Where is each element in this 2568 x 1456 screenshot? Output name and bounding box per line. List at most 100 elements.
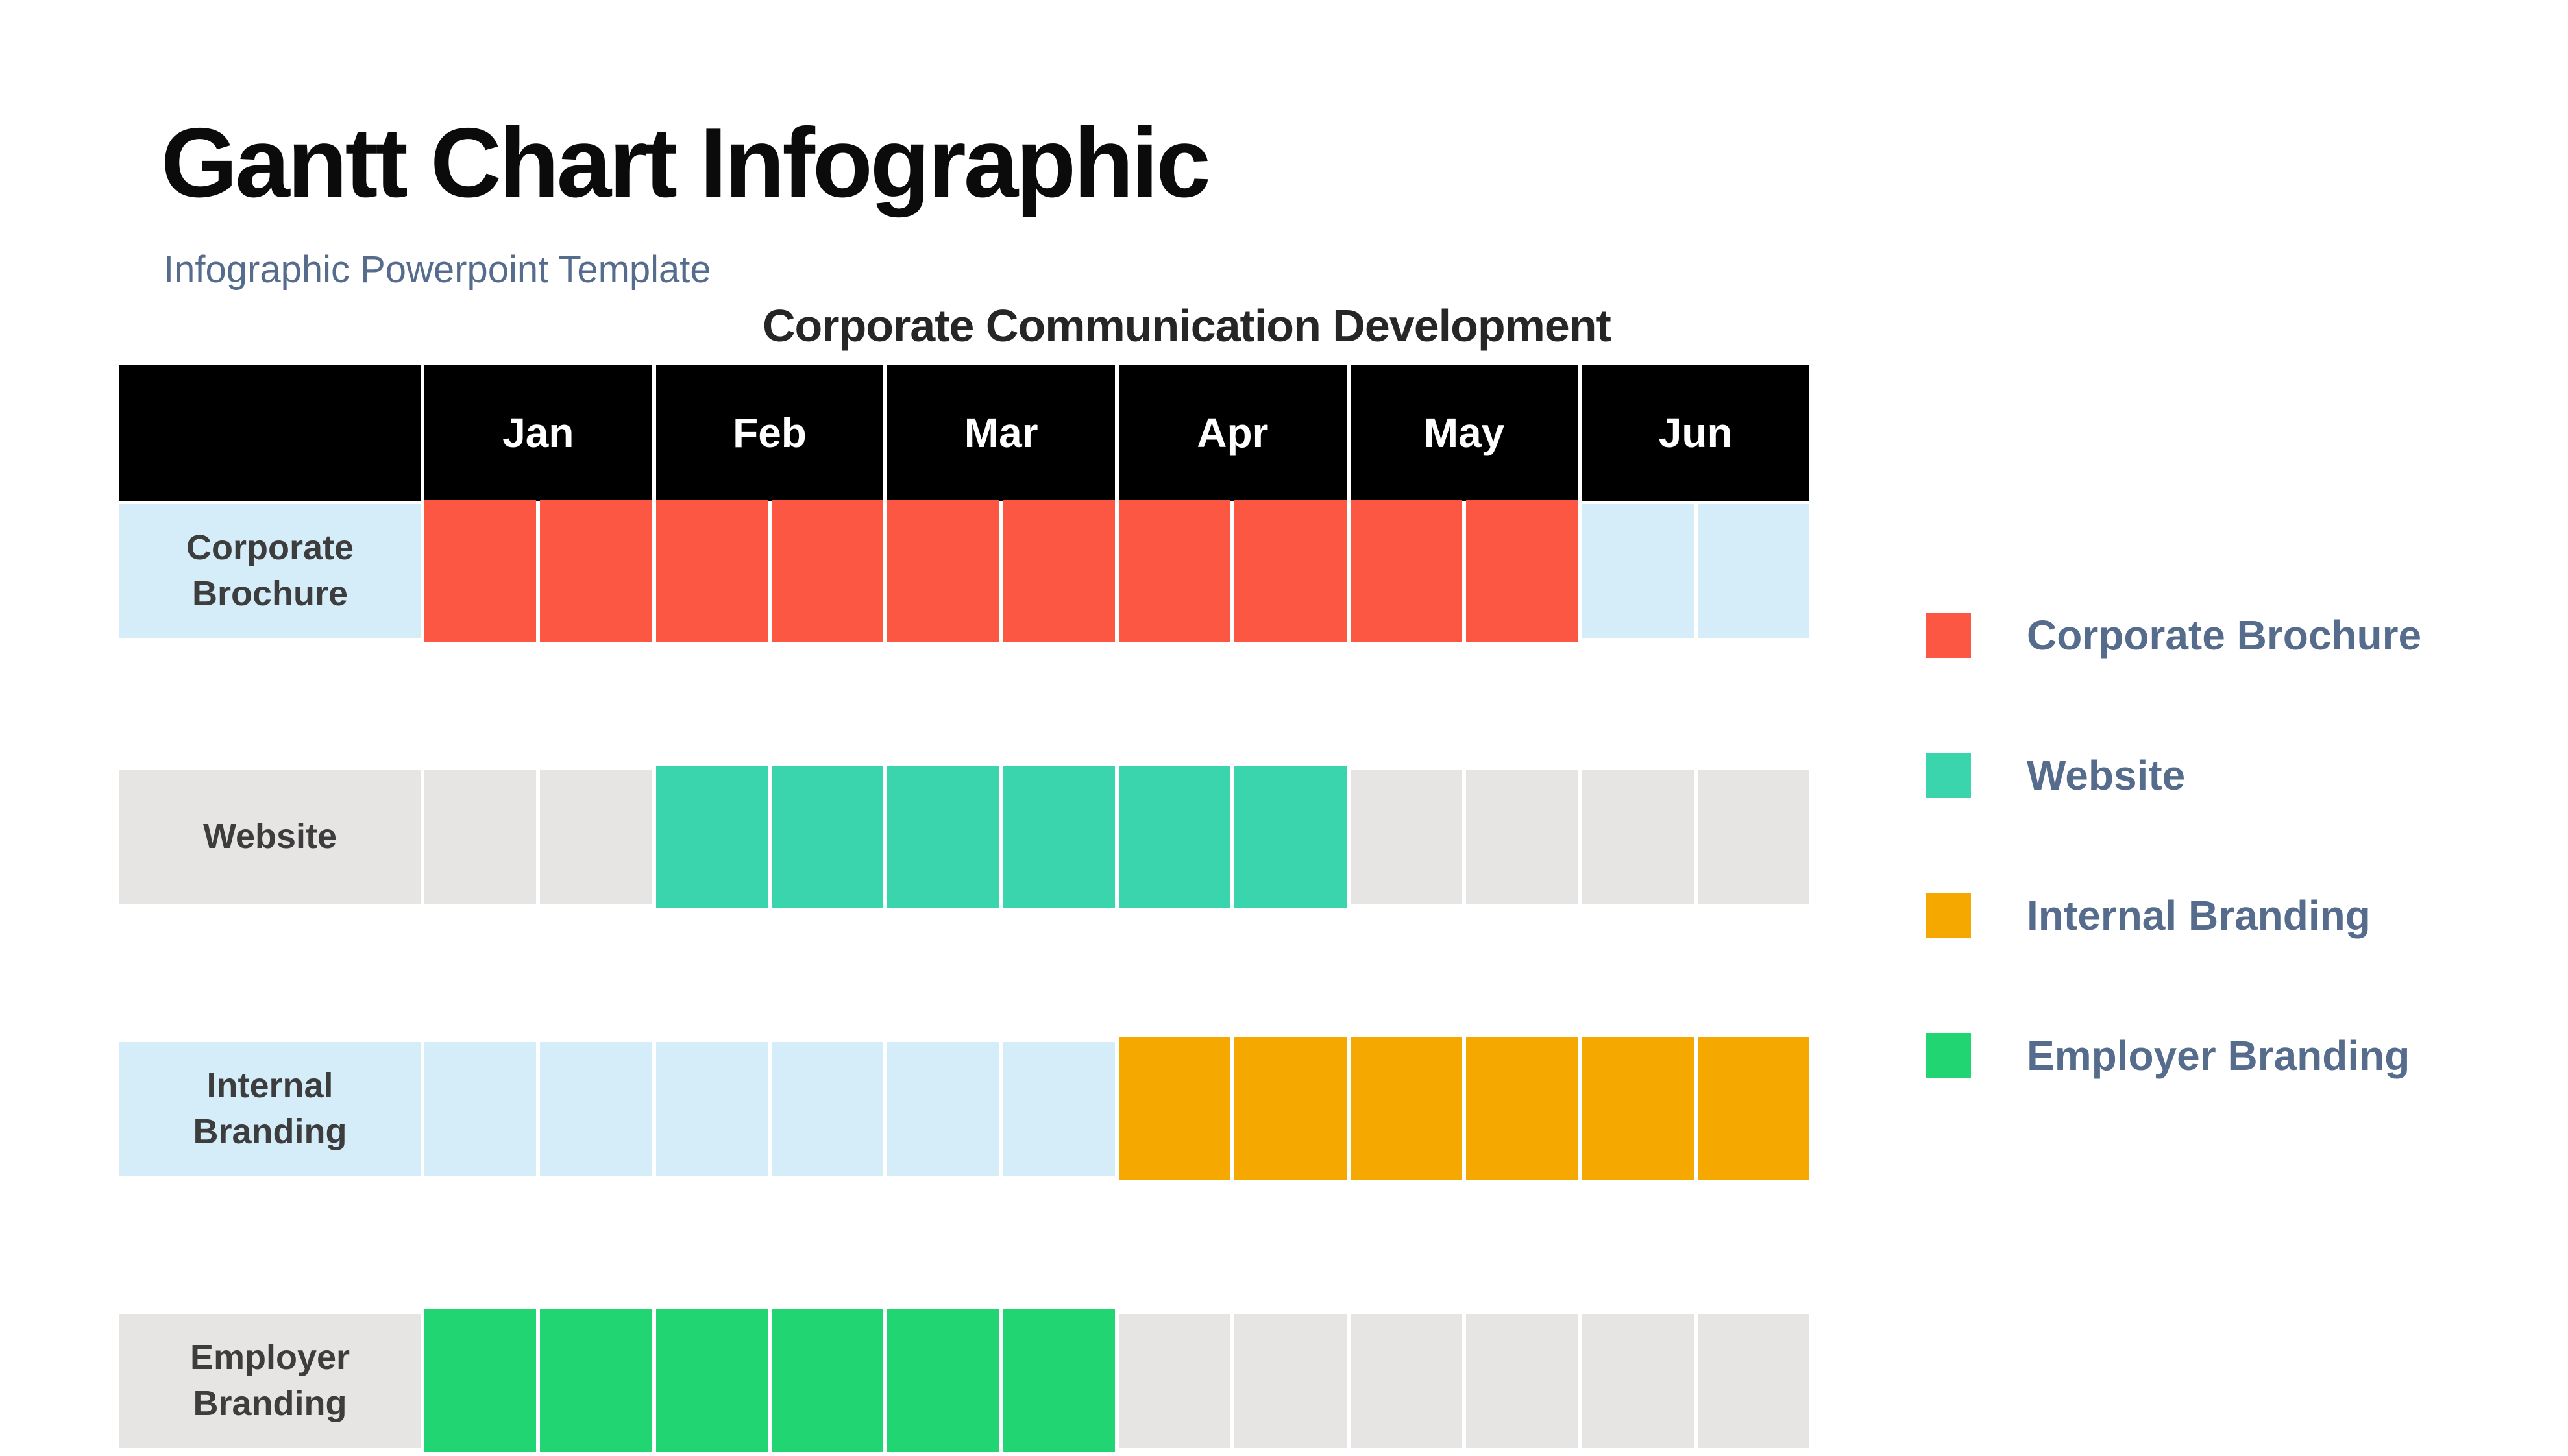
task-label: Employer Branding bbox=[119, 1314, 424, 1448]
legend-label: Corporate Brochure bbox=[2027, 612, 2422, 659]
legend-swatch bbox=[1926, 893, 1971, 938]
slot-cell bbox=[767, 1309, 884, 1452]
task-bar-segment bbox=[424, 1309, 537, 1452]
task-bar-segment bbox=[771, 1309, 884, 1452]
task-bar-segment bbox=[1350, 500, 1462, 642]
slot-cell bbox=[767, 500, 884, 642]
slot-cell bbox=[999, 1309, 1115, 1452]
month-header-cell-apr: Apr bbox=[1115, 365, 1347, 501]
task-bar-segment bbox=[771, 500, 884, 642]
month-header-cell-jun: Jun bbox=[1578, 365, 1809, 501]
task-bar-segment bbox=[655, 1309, 768, 1452]
gantt-chart: Jan Feb Mar Apr May Jun Corporate Brochure Web… bbox=[119, 365, 1809, 1456]
task-bar-segment bbox=[540, 500, 652, 642]
legend-swatch bbox=[1926, 1033, 1971, 1078]
slot-cell bbox=[1693, 504, 1809, 638]
task-bar-segment bbox=[1003, 766, 1115, 908]
slot-cell bbox=[424, 1309, 537, 1452]
slot-cell bbox=[536, 770, 652, 904]
legend-item: Employer Branding bbox=[1926, 1032, 2421, 1080]
legend: Corporate Brochure Website Internal Brandi… bbox=[1926, 611, 2421, 1172]
slot-cell bbox=[1578, 504, 1694, 638]
legend-swatch bbox=[1926, 613, 1971, 658]
slot-cell bbox=[1114, 1037, 1231, 1180]
task-bar-segment bbox=[1003, 1309, 1115, 1452]
task-row: Website bbox=[119, 766, 1809, 908]
slot-cell bbox=[1693, 1314, 1809, 1448]
slot-cell bbox=[1461, 500, 1578, 642]
slot-cell bbox=[883, 1042, 999, 1176]
slot-cell bbox=[999, 766, 1115, 908]
slot-cell bbox=[1346, 770, 1462, 904]
task-bar-segment bbox=[1465, 500, 1578, 642]
slot-cell bbox=[1230, 500, 1347, 642]
task-bar-segment bbox=[540, 1309, 652, 1452]
task-bar-segment bbox=[1465, 1037, 1578, 1180]
task-label: Internal Branding bbox=[119, 1042, 424, 1176]
slot-cell bbox=[424, 1042, 537, 1176]
slot-cell bbox=[1461, 1037, 1578, 1180]
slot-cell bbox=[1346, 1037, 1462, 1180]
slot-cell bbox=[1461, 770, 1578, 904]
slot-cell bbox=[1578, 1037, 1694, 1180]
gantt-header-corner-cell bbox=[119, 365, 424, 501]
task-bar-segment bbox=[887, 500, 999, 642]
slot-cell bbox=[1230, 766, 1347, 908]
legend-label: Website bbox=[2027, 752, 2186, 799]
legend-swatch bbox=[1926, 753, 1971, 798]
slot-cell bbox=[652, 1042, 768, 1176]
slot-cell bbox=[1693, 770, 1809, 904]
month-header-cell-may: May bbox=[1346, 365, 1578, 501]
task-bar-segment bbox=[1003, 500, 1115, 642]
slot-cell bbox=[999, 500, 1115, 642]
slot-cell bbox=[1114, 500, 1231, 642]
slot-cell bbox=[536, 1042, 652, 1176]
legend-label: Employer Branding bbox=[2027, 1032, 2410, 1079]
slot-cell bbox=[999, 1042, 1115, 1176]
slot-cell bbox=[767, 1042, 884, 1176]
task-bar-segment bbox=[1234, 500, 1347, 642]
task-bar-segment bbox=[1697, 1037, 1809, 1180]
task-label: Corporate Brochure bbox=[119, 504, 424, 638]
page-subtitle: Infographic Powerpoint Template bbox=[164, 249, 711, 291]
legend-label: Internal Branding bbox=[2027, 892, 2371, 939]
task-bar-segment bbox=[1118, 1037, 1231, 1180]
gantt-header-row: Jan Feb Mar Apr May Jun bbox=[119, 365, 1809, 501]
slot-cell bbox=[1346, 1314, 1462, 1448]
task-bar-segment bbox=[1118, 500, 1231, 642]
legend-item: Corporate Brochure bbox=[1926, 611, 2421, 659]
month-header-cell-jan: Jan bbox=[502, 409, 574, 456]
legend-item: Website bbox=[1926, 751, 2421, 799]
task-row: Corporate Brochure bbox=[119, 500, 1809, 642]
task-bar-segment bbox=[1350, 1037, 1462, 1180]
task-row: Employer Branding bbox=[119, 1309, 1809, 1452]
slot-cell bbox=[424, 500, 537, 642]
slot-cell bbox=[536, 1309, 652, 1452]
task-bar-segment bbox=[887, 1309, 999, 1452]
slot-cell bbox=[652, 766, 768, 908]
slot-cell bbox=[652, 1309, 768, 1452]
slot-cell bbox=[1578, 1314, 1694, 1448]
slot-cell bbox=[1346, 500, 1462, 642]
chart-title: Corporate Communication Development bbox=[763, 300, 1611, 351]
slot-cell bbox=[424, 770, 537, 904]
slot-cell bbox=[1578, 770, 1694, 904]
gantt-month-header: Jan Feb Mar Apr May Jun bbox=[424, 365, 1809, 501]
slot-cell bbox=[1230, 1037, 1347, 1180]
month-header-cell-feb: Feb bbox=[652, 365, 884, 501]
task-bar-segment bbox=[887, 766, 999, 908]
slot-cell bbox=[1693, 1037, 1809, 1180]
slot-cell bbox=[883, 766, 999, 908]
task-bar-segment bbox=[1234, 1037, 1347, 1180]
task-bar-segment bbox=[1234, 766, 1347, 908]
slot-cell bbox=[536, 500, 652, 642]
task-bar-segment bbox=[771, 766, 884, 908]
task-bar-segment bbox=[1118, 766, 1231, 908]
slot-cell bbox=[883, 1309, 999, 1452]
slot-cell bbox=[1114, 1314, 1231, 1448]
legend-item: Internal Branding bbox=[1926, 892, 2421, 940]
task-bar-segment bbox=[424, 500, 537, 642]
slot-cell bbox=[1114, 766, 1231, 908]
task-row: Internal Branding bbox=[119, 1037, 1809, 1180]
